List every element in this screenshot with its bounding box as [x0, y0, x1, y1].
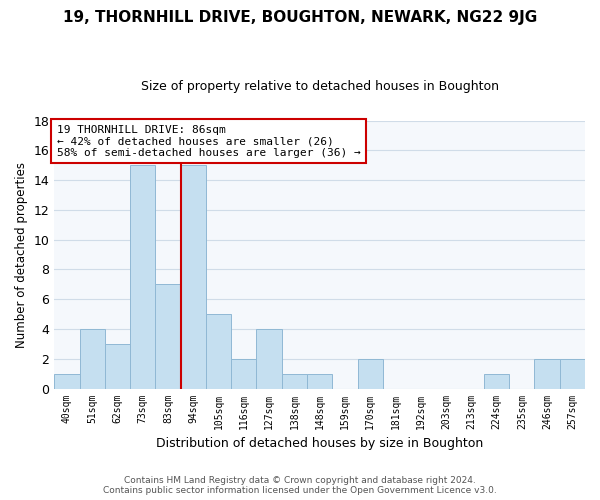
Bar	[282, 374, 307, 388]
Bar	[206, 314, 231, 388]
Bar	[54, 374, 80, 388]
Bar	[256, 329, 282, 388]
Bar	[484, 374, 509, 388]
Bar	[130, 165, 155, 388]
Bar	[105, 344, 130, 389]
Bar	[155, 284, 181, 389]
Text: 19 THORNHILL DRIVE: 86sqm
← 42% of detached houses are smaller (26)
58% of semi-: 19 THORNHILL DRIVE: 86sqm ← 42% of detac…	[57, 124, 361, 158]
Bar	[358, 359, 383, 388]
Y-axis label: Number of detached properties: Number of detached properties	[15, 162, 28, 348]
Bar	[231, 359, 256, 388]
Text: 19, THORNHILL DRIVE, BOUGHTON, NEWARK, NG22 9JG: 19, THORNHILL DRIVE, BOUGHTON, NEWARK, N…	[63, 10, 537, 25]
Title: Size of property relative to detached houses in Boughton: Size of property relative to detached ho…	[140, 80, 499, 93]
Bar	[535, 359, 560, 388]
Bar	[560, 359, 585, 388]
Text: Contains HM Land Registry data © Crown copyright and database right 2024.
Contai: Contains HM Land Registry data © Crown c…	[103, 476, 497, 495]
Bar	[307, 374, 332, 388]
Bar	[181, 165, 206, 388]
Bar	[80, 329, 105, 388]
X-axis label: Distribution of detached houses by size in Boughton: Distribution of detached houses by size …	[156, 437, 483, 450]
